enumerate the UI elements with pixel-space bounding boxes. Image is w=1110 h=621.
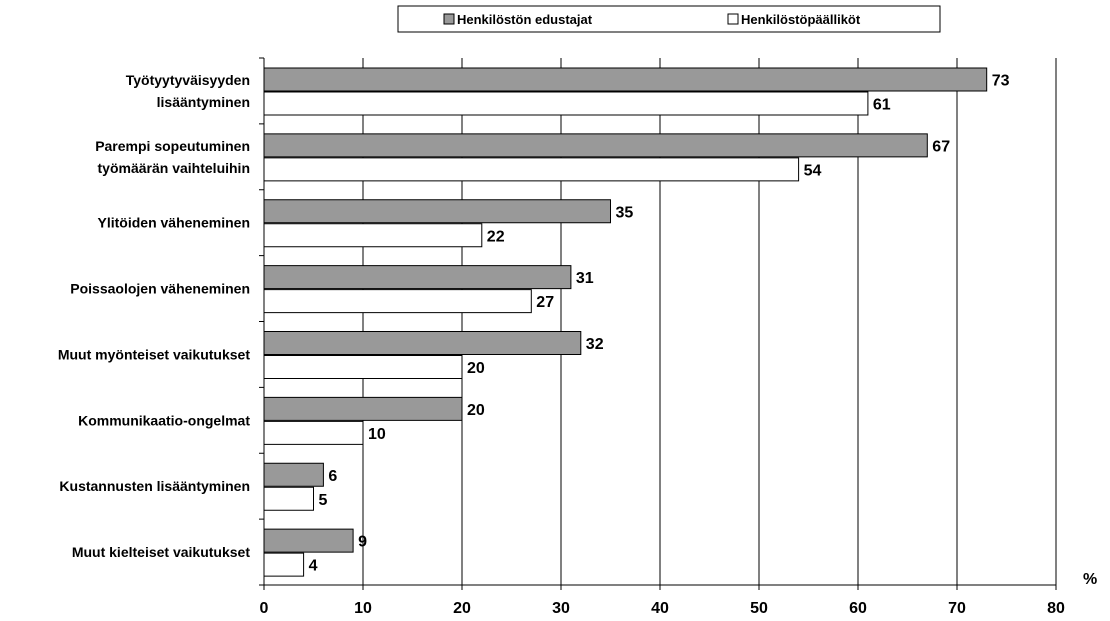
- bar-series0-cat5: [263, 396, 463, 421]
- data-label-series0-cat2: 35: [616, 204, 634, 221]
- x-axis-unit: %: [1083, 571, 1097, 588]
- bar-series0-cat4: [263, 331, 582, 355]
- x-tick-label-0: 0: [260, 600, 269, 617]
- bar-series1-cat5: [263, 420, 364, 445]
- category-label-4-line0: Muut myönteiset vaikutukset: [58, 346, 250, 362]
- data-label-series1-cat0: 61: [873, 97, 891, 114]
- x-tick-labels: 0 10 20 30 40 50 60 70 80: [260, 600, 1065, 617]
- bar-series1-cat1: [263, 157, 800, 182]
- x-tick-label-70: 70: [948, 600, 966, 617]
- data-label-series1-cat7: 4: [309, 558, 318, 575]
- bar-series0-cat7: [263, 528, 354, 553]
- bars: [263, 67, 988, 577]
- bar-series0-cat3: [263, 265, 572, 290]
- bar-series1-cat4: [263, 355, 463, 379]
- category-label-7-line0: Muut kielteiset vaikutukset: [72, 544, 251, 560]
- data-label-series0-cat5: 20: [467, 402, 485, 419]
- x-tick-label-30: 30: [552, 600, 570, 617]
- bar-series1-cat0: [263, 91, 869, 116]
- data-label-series1-cat2: 22: [487, 228, 505, 245]
- legend-swatch-1: [727, 13, 739, 25]
- bar-series1-cat7: [263, 552, 305, 577]
- data-label-series1-cat5: 10: [368, 426, 386, 443]
- x-tick-label-10: 10: [354, 600, 372, 617]
- bar-series1-cat2: [263, 223, 483, 248]
- category-label-0-line0: Työtyytyväisyyden: [126, 72, 250, 88]
- bar-series0-cat0: [263, 67, 988, 92]
- legend-label-1: Henkilöstöpäälliköt: [741, 12, 861, 27]
- data-label-series0-cat3: 31: [576, 270, 594, 287]
- x-tick-label-40: 40: [651, 600, 669, 617]
- data-label-series0-cat4: 32: [586, 336, 604, 353]
- legend: Henkilöstön edustajat Henkilöstöpäälliköt: [397, 5, 941, 33]
- category-labels: Työtyytyväisyyden lisääntyminen Parempi so…: [58, 72, 250, 560]
- data-label-series0-cat6: 6: [328, 468, 337, 485]
- x-tick-label-50: 50: [750, 600, 768, 617]
- data-label-series0-cat1: 67: [932, 138, 950, 155]
- data-label-series1-cat3: 27: [536, 294, 554, 311]
- data-label-series1-cat6: 5: [319, 492, 328, 509]
- category-label-5-line0: Kommunikaatio-ongelmat: [78, 412, 250, 428]
- x-tick-label-80: 80: [1047, 600, 1065, 617]
- legend-label-0: Henkilöstön edustajat: [457, 12, 593, 27]
- bar-series0-cat6: [263, 462, 324, 487]
- category-label-2-line0: Ylitöiden väheneminen: [98, 215, 250, 231]
- bar-series0-cat2: [263, 199, 611, 224]
- data-label-series0-cat7: 9: [358, 534, 367, 551]
- category-label-1-line0: Parempi sopeutuminen: [95, 138, 250, 154]
- data-label-series0-cat0: 73: [992, 73, 1010, 90]
- category-label-6-line0: Kustannusten lisääntyminen: [59, 478, 250, 494]
- legend-box: [397, 5, 941, 33]
- x-tick-label-20: 20: [453, 600, 471, 617]
- x-tick-label-60: 60: [849, 600, 867, 617]
- data-label-series1-cat4: 20: [467, 360, 485, 377]
- bar-series1-cat6: [263, 486, 314, 511]
- category-label-1-line1: työmäärän vaihteluihin: [98, 160, 250, 176]
- data-label-series1-cat1: 54: [804, 162, 822, 179]
- category-label-3-line0: Poissaolojen väheneminen: [70, 281, 250, 297]
- axes: [259, 57, 1057, 590]
- category-label-0-line1: lisääntyminen: [157, 94, 250, 110]
- bar-series1-cat3: [263, 289, 532, 314]
- bar-series0-cat1: [263, 133, 928, 158]
- legend-swatch-0: [443, 13, 455, 25]
